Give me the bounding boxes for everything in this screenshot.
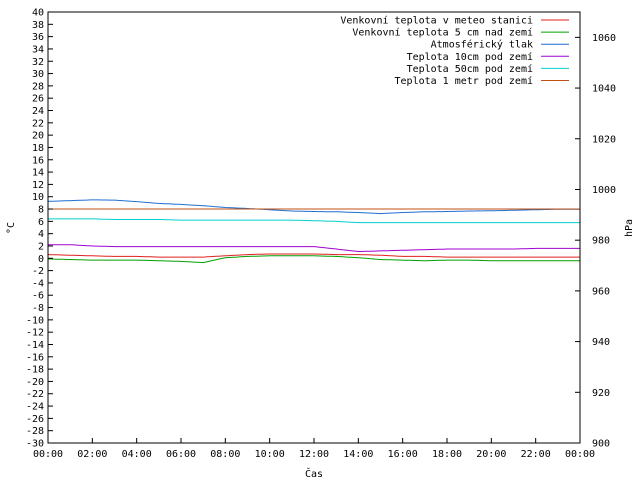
x-tick-label: 14:00 (343, 449, 373, 460)
left-tick-label: 38 (32, 20, 44, 31)
x-tick-label: 22:00 (521, 449, 551, 460)
right-tick-label: 940 (592, 337, 610, 348)
left-tick-label: -20 (26, 377, 44, 388)
left-tick-label: -6 (32, 291, 44, 302)
left-tick-label: 18 (32, 143, 44, 154)
left-tick-label: -14 (26, 340, 44, 351)
x-tick-label: 18:00 (432, 449, 462, 460)
x-tick-label: 10:00 (255, 449, 285, 460)
x-tick-label: 06:00 (166, 449, 196, 460)
left-tick-label: 16 (32, 155, 44, 166)
left-tick-label: 12 (32, 180, 44, 191)
legend-label-3: Atmosférický tlak (431, 39, 533, 51)
left-tick-label: 34 (32, 44, 44, 55)
left-tick-label: 6 (38, 217, 44, 228)
left-tick-label: 36 (32, 32, 44, 43)
right-tick-label: 1060 (592, 33, 616, 44)
x-tick-label: 08:00 (210, 449, 240, 460)
right-tick-label: 900 (592, 439, 610, 450)
x-tick-label: 12:00 (299, 449, 329, 460)
left-tick-label: 26 (32, 94, 44, 105)
series-line-3 (47, 199, 580, 215)
left-tick-label: 30 (32, 69, 44, 80)
x-tick-label: 04:00 (122, 449, 152, 460)
left-axis-ticks: 4038363432302826242220181614121086420-2-… (26, 8, 53, 450)
legend-label-2: Venkovní teplota 5 cm nad zemí (352, 27, 533, 39)
left-tick-label: 40 (32, 8, 44, 19)
left-tick-label: 14 (32, 168, 44, 179)
right-tick-label: 1040 (592, 84, 616, 95)
x-axis-ticks: 00:00 02:00 04:00 06:00 08:00 10:00 12:00 14:00… (33, 438, 595, 460)
left-tick-label: -10 (26, 315, 44, 326)
legend-label-1: Venkovní teplota v meteo stanici (340, 15, 533, 27)
legend-label-5: Teplota 50cm pod zemí (407, 63, 533, 75)
left-tick-label: 32 (32, 57, 44, 68)
left-tick-label: 2 (38, 241, 44, 252)
series-line-4 (48, 244, 580, 252)
left-tick-label: -16 (26, 352, 44, 363)
right-tick-label: 920 (592, 388, 610, 399)
right-axis-label: hPa (624, 219, 635, 237)
left-tick-label: 0 (38, 254, 44, 265)
left-tick-label: 4 (38, 229, 44, 240)
legend-label-6: Teplota 1 metr pod zemí (395, 75, 533, 87)
legend-label-4: Teplota 10cm pod zemí (407, 51, 533, 63)
x-tick-label: 00:00 (33, 449, 63, 460)
left-tick-label: -12 (26, 328, 44, 339)
series-line-2 (47, 255, 580, 264)
left-tick-label: -18 (26, 365, 44, 376)
x-axis-label: Čas (305, 467, 323, 480)
left-tick-label: -22 (26, 389, 44, 400)
left-tick-label: -24 (26, 402, 44, 413)
right-tick-label: 960 (592, 286, 610, 297)
right-tick-label: 980 (592, 236, 610, 247)
left-tick-label: 22 (32, 118, 44, 129)
left-tick-label: -26 (26, 414, 44, 425)
left-tick-label: 28 (32, 81, 44, 92)
left-tick-label: -4 (32, 278, 44, 289)
left-tick-label: 8 (38, 205, 44, 216)
series-line-5 (48, 218, 580, 224)
left-axis-label: °C (6, 222, 17, 234)
left-tick-label: 10 (32, 192, 44, 203)
left-tick-label: 20 (32, 131, 44, 142)
left-tick-label: -2 (32, 266, 44, 277)
series-line-1 (48, 253, 580, 258)
left-tick-label: 24 (32, 106, 44, 117)
left-tick-label: -8 (32, 303, 44, 314)
x-tick-label: 16:00 (388, 449, 418, 460)
series-lines (47, 199, 580, 264)
x-tick-label: 20:00 (476, 449, 506, 460)
legend: Venkovní teplota v meteo staniciVenkovní… (340, 15, 569, 87)
left-tick-label: -30 (26, 439, 44, 450)
x-tick-label: 02:00 (77, 449, 107, 460)
right-tick-label: 1020 (592, 134, 616, 145)
x-tick-label: 00:00 (565, 449, 595, 460)
right-tick-label: 1000 (592, 185, 616, 196)
left-tick-label: -28 (26, 426, 44, 437)
right-axis-ticks: 1060 1040 1020 1000 980 960 940 920 900 (575, 33, 616, 450)
